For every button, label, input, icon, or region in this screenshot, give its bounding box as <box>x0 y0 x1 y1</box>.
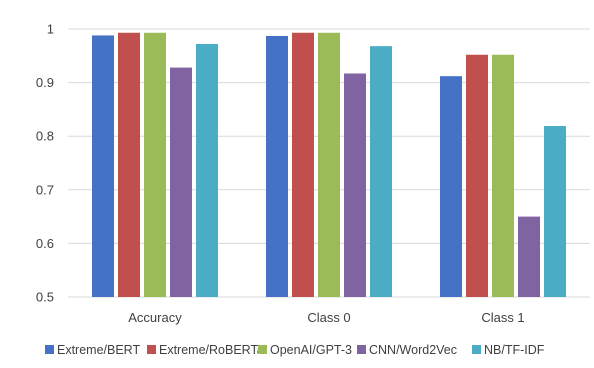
legend-item-extreme-roberta: Extreme/RoBERTa <box>147 343 264 357</box>
bars <box>92 33 566 297</box>
y-tick-label: 0.5 <box>36 290 54 305</box>
y-tick-label: 0.7 <box>36 182 54 197</box>
legend-swatch <box>357 345 366 354</box>
bar-nb-tf-idf-accuracy <box>196 44 218 297</box>
legend-label: NB/TF-IDF <box>484 343 545 357</box>
bar-extreme-bert-accuracy <box>92 35 114 297</box>
y-tick-label: 0.9 <box>36 75 54 90</box>
bar-extreme-roberta-class-1 <box>466 55 488 297</box>
x-tick-label: Class 1 <box>481 310 524 325</box>
bar-nb-tf-idf-class-0 <box>370 46 392 297</box>
x-tick-label: Class 0 <box>307 310 350 325</box>
y-tick-label: 0.8 <box>36 129 54 144</box>
bar-cnn-word2vec-class-0 <box>344 73 366 297</box>
bar-extreme-bert-class-0 <box>266 36 288 297</box>
y-tick-label: 1 <box>47 22 54 37</box>
legend-swatch <box>45 345 54 354</box>
legend-label: OpenAI/GPT-3 <box>270 343 352 357</box>
bar-cnn-word2vec-class-1 <box>518 217 540 297</box>
legend-label: Extreme/RoBERTa <box>159 343 264 357</box>
legend-item-openai-gpt-3: OpenAI/GPT-3 <box>258 343 352 357</box>
legend-swatch <box>258 345 267 354</box>
legend-swatch <box>472 345 481 354</box>
legend-item-extreme-bert: Extreme/BERT <box>45 343 140 357</box>
bar-nb-tf-idf-class-1 <box>544 126 566 297</box>
bar-extreme-bert-class-1 <box>440 76 462 297</box>
bar-cnn-word2vec-accuracy <box>170 68 192 297</box>
legend-label: CNN/Word2Vec <box>369 343 457 357</box>
bar-openai-gpt-3-accuracy <box>144 33 166 297</box>
y-tick-label: 0.6 <box>36 236 54 251</box>
legend-swatch <box>147 345 156 354</box>
legend-label: Extreme/BERT <box>57 343 140 357</box>
legend-item-cnn-word2vec: CNN/Word2Vec <box>357 343 457 357</box>
bar-openai-gpt-3-class-0 <box>318 33 340 297</box>
x-tick-label: Accuracy <box>128 310 182 325</box>
bar-extreme-roberta-accuracy <box>118 33 140 297</box>
bar-extreme-roberta-class-0 <box>292 33 314 297</box>
bar-openai-gpt-3-class-1 <box>492 55 514 297</box>
